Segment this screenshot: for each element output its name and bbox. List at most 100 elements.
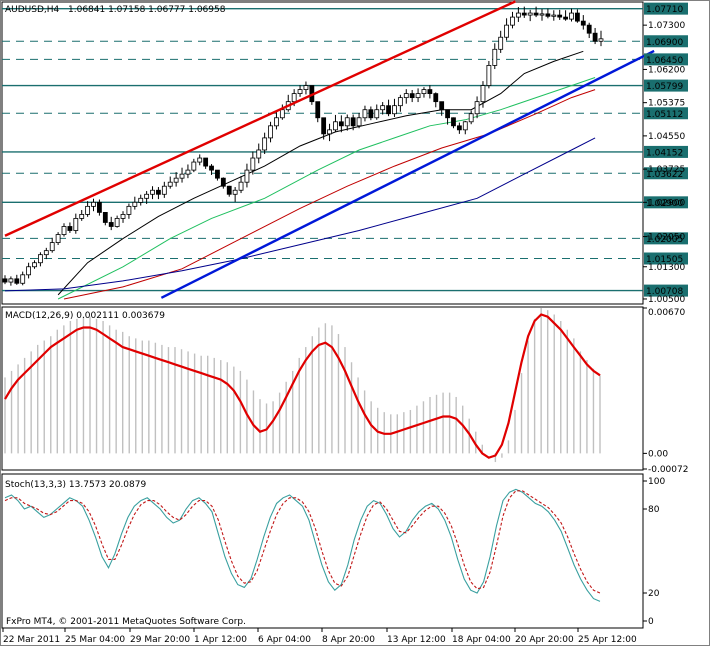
candle-body bbox=[108, 222, 114, 227]
time-label-5: 8 Apr 20:00 bbox=[322, 635, 375, 645]
candle-body bbox=[73, 218, 79, 231]
candle-body bbox=[362, 109, 368, 119]
candle-body bbox=[114, 218, 120, 227]
candle-93 bbox=[551, 10, 557, 21]
candle-body bbox=[374, 109, 380, 119]
candle-75 bbox=[445, 109, 450, 125]
candle-body bbox=[350, 117, 356, 127]
level-label-3: 1.05799 bbox=[646, 82, 683, 92]
level-tag-7 bbox=[644, 196, 688, 209]
candle-body bbox=[356, 117, 362, 127]
candlesticks bbox=[2, 6, 604, 286]
candle-19 bbox=[114, 215, 120, 228]
macd-signal bbox=[4, 313, 601, 459]
price-tick-label-8: 1.00500 bbox=[648, 295, 685, 305]
candle-body bbox=[338, 121, 344, 127]
candle-84 bbox=[498, 30, 504, 53]
candle-58 bbox=[344, 114, 350, 131]
level-label-8: 1.02005 bbox=[646, 235, 683, 245]
candle-66 bbox=[392, 98, 397, 117]
candle-body bbox=[244, 169, 250, 183]
candle-body bbox=[409, 93, 415, 99]
candle-body bbox=[97, 201, 102, 213]
trendline-1 bbox=[160, 49, 655, 299]
candle-body bbox=[533, 12, 539, 16]
candle-27 bbox=[161, 181, 167, 198]
level-tag-0 bbox=[644, 2, 688, 15]
macd-plot-area[interactable] bbox=[1, 306, 644, 471]
stochastic-plot-area[interactable] bbox=[1, 473, 644, 629]
candle-99 bbox=[586, 22, 592, 39]
candle-body bbox=[321, 117, 327, 135]
candle-77 bbox=[456, 122, 462, 134]
candle-46 bbox=[274, 110, 279, 130]
candle-body bbox=[521, 12, 527, 16]
candle-51 bbox=[303, 81, 309, 95]
candle-8 bbox=[49, 237, 55, 253]
trendlines[interactable] bbox=[4, 0, 655, 299]
candle-body bbox=[156, 189, 161, 195]
candle-76 bbox=[451, 117, 456, 129]
candle-body bbox=[333, 121, 338, 131]
candle-59 bbox=[350, 114, 356, 131]
candle-body bbox=[386, 105, 391, 115]
candle-35 bbox=[209, 164, 214, 175]
candle-40 bbox=[238, 176, 244, 194]
candle-body bbox=[598, 38, 604, 42]
level-label-1: 1.06900 bbox=[646, 38, 683, 48]
candle-body bbox=[527, 12, 533, 16]
stoch-tick-label-0: 100 bbox=[648, 477, 665, 487]
price-panel[interactable]: 1.07710 1.06900 1.06450 1.05799 1.05112 1.041… bbox=[1, 0, 688, 305]
level-tag-1 bbox=[644, 35, 688, 48]
candle-32 bbox=[191, 158, 197, 173]
candle-body bbox=[380, 105, 386, 111]
time-label-8: 20 Apr 20:00 bbox=[515, 635, 574, 645]
candle-body bbox=[510, 16, 515, 26]
level-label-10: 1.00708 bbox=[646, 287, 683, 297]
candle-95 bbox=[563, 10, 568, 21]
candle-83 bbox=[492, 43, 498, 70]
price-tick-label-3: 1.04550 bbox=[648, 132, 685, 142]
candle-body bbox=[132, 201, 138, 207]
candle-body bbox=[126, 205, 132, 215]
candle-1 bbox=[8, 276, 14, 286]
level-label-6: 1.03622 bbox=[646, 170, 683, 180]
candle-body bbox=[185, 169, 191, 175]
stochastic-axis: 100 80 20 0 bbox=[643, 477, 665, 627]
candle-61 bbox=[362, 105, 368, 122]
price-tick-label-5: 1.02900 bbox=[648, 198, 685, 208]
level-label-7: 1.02900 bbox=[646, 199, 683, 209]
candle-body bbox=[8, 278, 14, 283]
candle-43 bbox=[256, 143, 262, 164]
candle-15 bbox=[91, 198, 96, 212]
candle-body bbox=[150, 189, 155, 195]
candle-94 bbox=[557, 9, 563, 20]
candle-body bbox=[433, 93, 439, 103]
candle-23 bbox=[138, 194, 144, 206]
moving-averages bbox=[4, 50, 596, 300]
candle-body bbox=[26, 266, 32, 276]
level-tag-10 bbox=[644, 284, 688, 297]
candle-body bbox=[368, 109, 374, 119]
macd-panel[interactable]: 0.00670 0.00 -0.00072 MACD(12,26,9) 0.0021… bbox=[1, 306, 688, 475]
candle-body bbox=[67, 226, 73, 231]
candle-body bbox=[392, 105, 397, 115]
level-tag-8 bbox=[644, 232, 688, 245]
candle-24 bbox=[144, 191, 150, 204]
candle-54 bbox=[321, 117, 327, 140]
candle-7 bbox=[43, 247, 49, 260]
level-label-5: 1.04152 bbox=[646, 148, 683, 158]
moving-average-1 bbox=[57, 77, 596, 300]
level-tag-4 bbox=[644, 107, 688, 120]
candle-74 bbox=[439, 101, 445, 116]
candle-body bbox=[43, 250, 49, 256]
stochastic-panel[interactable]: 100 80 20 0 Stoch(13,3,3) 13.7573 20.0879 F… bbox=[1, 473, 665, 629]
price-plot-area[interactable] bbox=[1, 1, 644, 305]
candle-100 bbox=[592, 27, 598, 45]
candle-body bbox=[439, 101, 445, 111]
candle-57 bbox=[338, 115, 344, 133]
moving-average-3 bbox=[4, 137, 596, 292]
candle-body bbox=[557, 14, 563, 18]
candle-body bbox=[421, 89, 427, 95]
macd-tick-label-0: 0.00670 bbox=[648, 308, 685, 318]
